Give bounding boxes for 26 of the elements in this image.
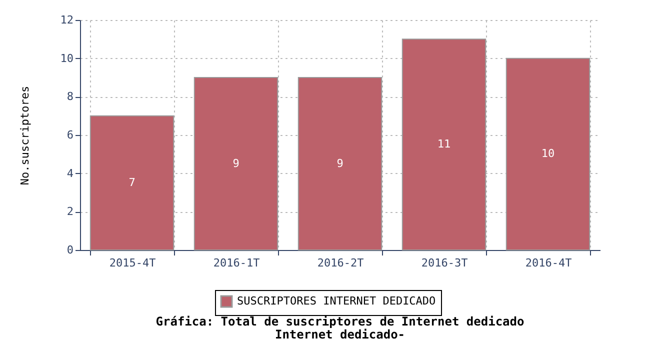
x-tick-label: 2016-2T [317,256,364,270]
y-tick-label: 2 [66,205,74,218]
data-label: 7 [128,176,136,189]
data-label: 9 [232,156,240,170]
y-tick-label: 10 [60,52,74,65]
x-tick-label: 2016-1T [213,256,260,270]
data-label: 9 [336,156,344,170]
x-tick-label: 2015-4T [109,256,156,270]
y-tick-label: 8 [66,90,74,104]
bar [298,77,382,250]
bar [194,77,278,250]
data-label: 10 [541,147,555,160]
x-tick-label: 2016-4T [525,256,572,270]
x-tick-label: 2016-3T [421,256,468,270]
y-tick-label: 12 [60,14,74,26]
y-tick-label: 4 [66,166,74,180]
data-label: 11 [437,138,451,151]
text: Gráfica: Total de suscriptores de Internet dedicado [156,314,524,328]
bar [506,58,590,250]
y-tick-label: 0 [66,244,74,256]
text: Internet dedicado- [274,328,406,342]
bar [90,115,174,250]
y-tick-label: 6 [66,128,74,142]
bar [402,38,486,250]
y-axis-title: No.suscriptores [18,86,32,186]
legend-label: SUSCRIPTORES INTERNET DEDICADO [237,294,436,308]
